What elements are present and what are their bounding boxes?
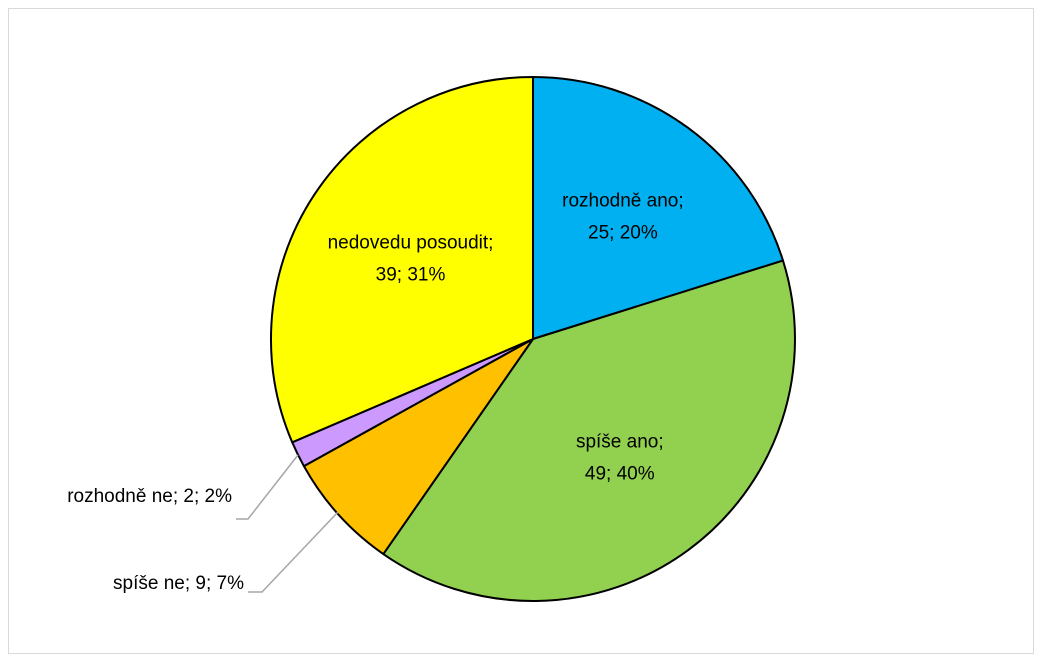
- pie-slice-rozhodne-ano: [532, 76, 784, 340]
- slice-label-rozhodne-ne: rozhodně ne; 2; 2%: [67, 486, 232, 507]
- pie-slice-nedovedu-posoudit: [269, 76, 534, 444]
- slice-label-spise-ano: spíše ano; 49; 40%: [576, 431, 664, 484]
- slice-label-rozhodne-ano: rozhodně ano; 25; 20%: [562, 191, 684, 244]
- slice-label-nedovedu-posoudit: nedovedu posoudit; 39; 31%: [328, 232, 494, 285]
- leader-line-spise-ne: [248, 511, 339, 593]
- slice-label-spise-ne: spíše ne; 9; 7%: [113, 573, 244, 594]
- pie-labels: rozhodně ano; 25; 20% spíše ano; 49; 40% spí…: [67, 191, 683, 595]
- leader-line-rozhodne-ne: [236, 454, 299, 520]
- pie-slices: [269, 76, 796, 602]
- pie-slice-spise-ne: [302, 338, 534, 556]
- pie-slice-spise-ano: [382, 259, 796, 602]
